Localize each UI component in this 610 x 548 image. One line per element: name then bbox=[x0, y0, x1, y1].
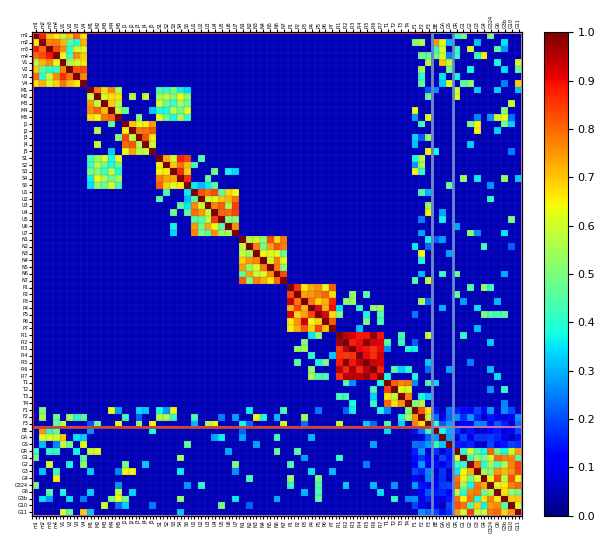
Bar bbox=[432, 32, 453, 516]
Bar bbox=[32, 32, 432, 427]
Bar bbox=[32, 427, 522, 516]
